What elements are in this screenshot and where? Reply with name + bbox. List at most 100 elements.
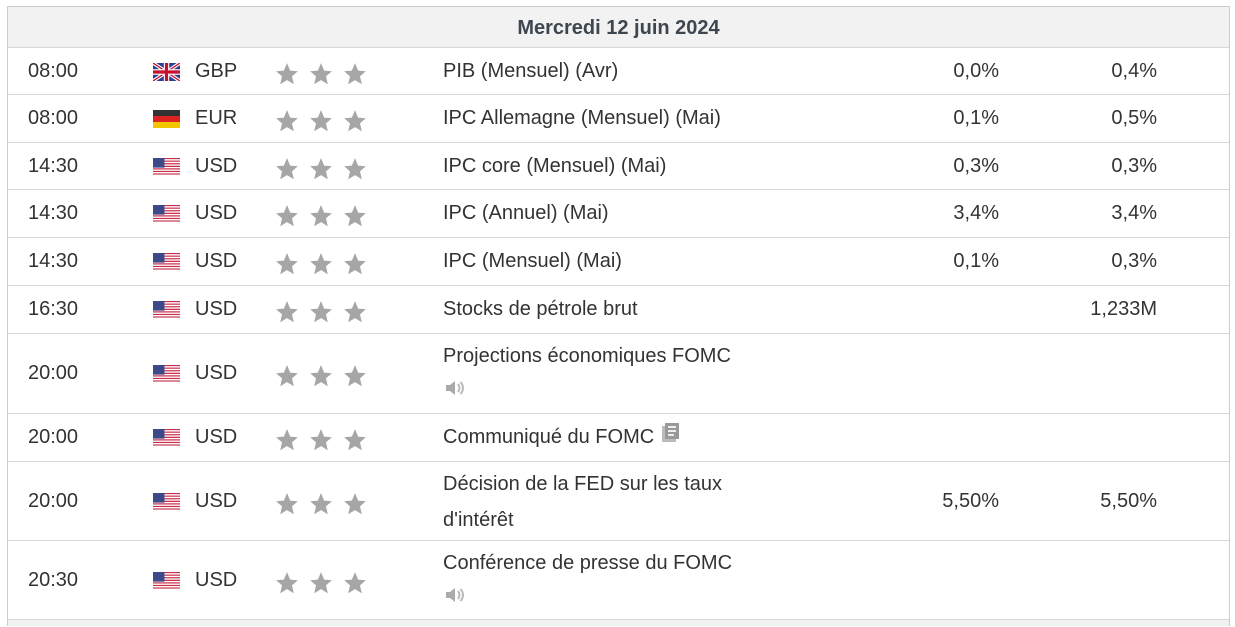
star-icon bbox=[274, 491, 300, 523]
table-row[interactable]: 08:00 EUR IPC Allemagne (Mensuel) (Mai) … bbox=[8, 95, 1229, 143]
star-icon bbox=[342, 108, 368, 140]
event-time: 14:30 bbox=[28, 250, 79, 272]
importance-stars bbox=[274, 156, 368, 188]
star-icon bbox=[342, 427, 368, 459]
forecast-value: 0,5% bbox=[1111, 107, 1157, 129]
star-icon bbox=[308, 108, 334, 140]
event-time: 16:30 bbox=[28, 298, 79, 320]
event-name[interactable]: IPC Allemagne (Mensuel) (Mai) bbox=[443, 100, 783, 136]
table-row[interactable]: 08:00 GBP PIB (Mensuel) (Avr) 0,0% 0,4% bbox=[8, 48, 1229, 95]
currency: USD bbox=[195, 202, 238, 224]
star-icon bbox=[308, 299, 334, 331]
importance-stars bbox=[274, 363, 368, 395]
flag-us-icon bbox=[153, 157, 180, 176]
forecast-value: 1,233M bbox=[1090, 298, 1157, 320]
event-label[interactable]: Stocks de pétrole brut bbox=[443, 298, 638, 320]
document-icon[interactable] bbox=[660, 420, 682, 456]
event-name[interactable]: IPC core (Mensuel) (Mai) bbox=[443, 148, 783, 184]
star-icon bbox=[342, 251, 368, 283]
flag-us-icon bbox=[153, 253, 180, 271]
event-label[interactable]: Décision de la FED sur les taux d'intérê… bbox=[443, 473, 723, 531]
table-row[interactable]: 20:30 USD Conférence de presse du FOMC bbox=[8, 541, 1229, 620]
forecast-value: 3,4% bbox=[1111, 202, 1157, 224]
event-label[interactable]: IPC (Annuel) (Mai) bbox=[443, 202, 609, 224]
currency: USD bbox=[195, 154, 238, 177]
event-name[interactable]: IPC (Mensuel) (Mai) bbox=[443, 243, 783, 279]
table-row[interactable]: 14:30 USD IPC core (Mensuel) (Mai) 0,3% … bbox=[8, 143, 1229, 190]
event-label[interactable]: Communiqué du FOMC bbox=[443, 426, 655, 448]
currency: USD bbox=[195, 362, 238, 384]
importance-stars bbox=[274, 491, 368, 523]
actual-value: 0,0% bbox=[953, 59, 999, 82]
flag-us-icon bbox=[153, 571, 180, 590]
event-time: 08:00 bbox=[28, 107, 79, 129]
event-label[interactable]: PIB (Mensuel) (Avr) bbox=[443, 59, 619, 82]
event-time: 20:30 bbox=[28, 568, 79, 591]
currency: GBP bbox=[195, 59, 238, 82]
speaker-icon[interactable] bbox=[443, 582, 467, 618]
event-time: 14:30 bbox=[28, 154, 79, 177]
event-name[interactable]: Communiqué du FOMC bbox=[443, 419, 783, 456]
table-row[interactable]: 14:30 USD IPC (Annuel) (Mai) 3,4% 3,4% bbox=[8, 190, 1229, 238]
table-row[interactable]: 20:00 USD Communiqué du FOMC bbox=[8, 414, 1229, 462]
star-icon bbox=[342, 570, 368, 602]
date-header: Mercredi 12 juin 2024 bbox=[8, 7, 1229, 48]
event-name[interactable]: PIB (Mensuel) (Avr) bbox=[443, 53, 783, 89]
currency: USD bbox=[195, 250, 238, 272]
star-icon bbox=[274, 108, 300, 140]
flag-us-icon bbox=[153, 301, 180, 319]
event-name[interactable]: Stocks de pétrole brut bbox=[443, 291, 783, 327]
star-icon bbox=[308, 61, 334, 93]
currency: EUR bbox=[195, 107, 238, 129]
importance-stars bbox=[274, 61, 368, 93]
importance-stars bbox=[274, 251, 368, 283]
star-icon bbox=[274, 363, 300, 395]
currency: USD bbox=[195, 298, 238, 320]
forecast-value: 0,3% bbox=[1111, 250, 1157, 272]
star-icon bbox=[274, 61, 300, 93]
currency: USD bbox=[195, 489, 238, 512]
actual-value: 0,3% bbox=[953, 154, 999, 177]
event-time: 20:00 bbox=[28, 362, 79, 384]
speaker-icon[interactable] bbox=[443, 375, 467, 411]
forecast-value: 0,4% bbox=[1111, 59, 1157, 82]
star-icon bbox=[274, 299, 300, 331]
actual-value: 3,4% bbox=[953, 202, 999, 224]
flag-de-icon bbox=[153, 110, 180, 128]
forecast-value: 0,3% bbox=[1111, 154, 1157, 177]
star-icon bbox=[308, 427, 334, 459]
economic-calendar: Mercredi 12 juin 2024 08:00 GBP PIB (Men… bbox=[7, 6, 1230, 626]
event-name[interactable]: IPC (Annuel) (Mai) bbox=[443, 195, 783, 231]
table-row[interactable]: 20:00 USD Projections économiques FOMC bbox=[8, 334, 1229, 414]
actual-value: 0,1% bbox=[953, 250, 999, 272]
table-row[interactable]: 14:30 USD IPC (Mensuel) (Mai) 0,1% 0,3% bbox=[8, 238, 1229, 286]
star-icon bbox=[342, 203, 368, 235]
event-name[interactable]: Décision de la FED sur les taux d'intérê… bbox=[443, 466, 783, 538]
table-row[interactable]: 20:00 USD Décision de la FED sur les tau… bbox=[8, 462, 1229, 541]
importance-stars bbox=[274, 299, 368, 331]
event-time: 20:00 bbox=[28, 426, 79, 448]
star-icon bbox=[308, 203, 334, 235]
event-time: 08:00 bbox=[28, 59, 79, 82]
event-name[interactable]: Conférence de presse du FOMC bbox=[443, 545, 783, 618]
star-icon bbox=[342, 61, 368, 93]
actual-value: 5,50% bbox=[942, 489, 999, 512]
flag-us-icon bbox=[153, 365, 180, 383]
event-label[interactable]: IPC (Mensuel) (Mai) bbox=[443, 250, 622, 272]
actual-value: 0,1% bbox=[953, 107, 999, 129]
table-row[interactable]: 16:30 USD Stocks de pétrole brut 1,233M bbox=[8, 286, 1229, 334]
importance-stars bbox=[274, 203, 368, 235]
event-label[interactable]: Conférence de presse du FOMC bbox=[443, 552, 733, 574]
event-label[interactable]: Projections économiques FOMC bbox=[443, 345, 731, 367]
event-label[interactable]: IPC core (Mensuel) (Mai) bbox=[443, 154, 667, 177]
table-footer bbox=[8, 620, 1229, 626]
forecast-value: 5,50% bbox=[1100, 489, 1157, 512]
star-icon bbox=[274, 427, 300, 459]
star-icon bbox=[274, 251, 300, 283]
star-icon bbox=[308, 156, 334, 188]
event-label[interactable]: IPC Allemagne (Mensuel) (Mai) bbox=[443, 107, 721, 129]
importance-stars bbox=[274, 108, 368, 140]
star-icon bbox=[308, 363, 334, 395]
star-icon bbox=[342, 491, 368, 523]
event-name[interactable]: Projections économiques FOMC bbox=[443, 338, 783, 411]
